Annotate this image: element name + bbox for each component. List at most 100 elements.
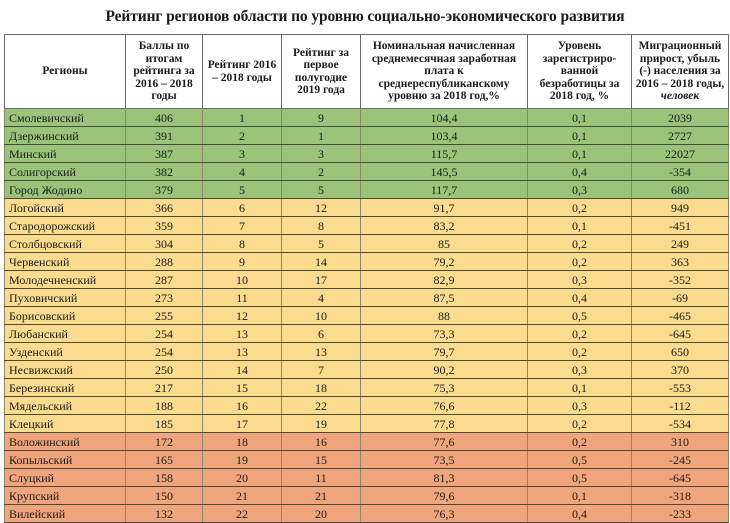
cell-unemployment: 0,3 bbox=[527, 180, 632, 199]
cell-region: Пуховичский bbox=[4, 288, 126, 307]
cell-salary: 76,6 bbox=[360, 396, 528, 415]
cell-rank-h1-2019: 15 bbox=[281, 450, 361, 469]
cell-unemployment: 0,1 bbox=[527, 108, 632, 127]
cell-region: Минский bbox=[4, 144, 126, 163]
cell-rank-h1-2019: 21 bbox=[281, 486, 361, 505]
cell-score: 150 bbox=[125, 486, 203, 505]
table-row: Пуховичский 273 11 4 87,5 0,4 -69 bbox=[4, 288, 729, 307]
cell-region: Столбцовский bbox=[4, 234, 126, 253]
cell-rank-h1-2019: 14 bbox=[281, 252, 361, 271]
cell-rank-h1-2019: 22 bbox=[281, 396, 361, 415]
cell-migration: 2727 bbox=[631, 126, 729, 145]
cell-rank-2016-2018: 19 bbox=[202, 450, 282, 469]
cell-rank-h1-2019: 17 bbox=[281, 270, 361, 289]
cell-rank-2016-2018: 18 bbox=[202, 432, 282, 451]
cell-migration: 650 bbox=[631, 342, 729, 361]
cell-score: 172 bbox=[125, 432, 203, 451]
cell-rank-h1-2019: 5 bbox=[281, 234, 361, 253]
table-row: Вилейский 132 22 20 76,3 0,4 -233 bbox=[4, 504, 729, 523]
cell-rank-2016-2018: 2 bbox=[202, 126, 282, 145]
cell-salary: 79,7 bbox=[360, 342, 528, 361]
cell-score: 391 bbox=[125, 126, 203, 145]
table-row: Слуцкий 158 20 11 81,3 0,5 -645 bbox=[4, 468, 729, 487]
column-header-rank-2016-2018: Рейтинг 2016 – 2018 годы bbox=[202, 34, 282, 109]
cell-rank-2016-2018: 1 bbox=[202, 108, 282, 127]
cell-rank-2016-2018: 3 bbox=[202, 144, 282, 163]
cell-unemployment: 0,1 bbox=[527, 378, 632, 397]
cell-migration: -233 bbox=[631, 504, 729, 523]
cell-migration: -112 bbox=[631, 396, 729, 415]
table-row: Борисовский 255 12 10 88 0,5 -465 bbox=[4, 306, 729, 325]
cell-region: Червенский bbox=[4, 252, 126, 271]
table-row: Солигорский 382 4 2 145,5 0,4 -354 bbox=[4, 162, 729, 181]
cell-score: 379 bbox=[125, 180, 203, 199]
cell-rank-2016-2018: 13 bbox=[202, 342, 282, 361]
cell-score: 359 bbox=[125, 216, 203, 235]
cell-unemployment: 0,5 bbox=[527, 306, 632, 325]
cell-rank-h1-2019: 7 bbox=[281, 360, 361, 379]
cell-rank-2016-2018: 20 bbox=[202, 468, 282, 487]
cell-rank-h1-2019: 6 bbox=[281, 324, 361, 343]
cell-salary: 77,8 bbox=[360, 414, 528, 433]
cell-unemployment: 0,1 bbox=[527, 144, 632, 163]
cell-salary: 91,7 bbox=[360, 198, 528, 217]
cell-score: 287 bbox=[125, 270, 203, 289]
cell-region: Крупский bbox=[4, 486, 126, 505]
cell-rank-2016-2018: 12 bbox=[202, 306, 282, 325]
cell-migration: 680 bbox=[631, 180, 729, 199]
cell-migration: -354 bbox=[631, 162, 729, 181]
cell-region: Копыльский bbox=[4, 450, 126, 469]
cell-salary: 75,3 bbox=[360, 378, 528, 397]
cell-score: 132 bbox=[125, 504, 203, 523]
cell-unemployment: 0,2 bbox=[527, 432, 632, 451]
cell-salary: 87,5 bbox=[360, 288, 528, 307]
cell-region: Узденский bbox=[4, 342, 126, 361]
cell-salary: 103,4 bbox=[360, 126, 528, 145]
cell-unemployment: 0,2 bbox=[527, 234, 632, 253]
cell-migration: -69 bbox=[631, 288, 729, 307]
ranking-table: Регионы Баллы по итогам рейтинга за 2016… bbox=[4, 34, 729, 523]
cell-salary: 117,7 bbox=[360, 180, 528, 199]
cell-migration: 249 bbox=[631, 234, 729, 253]
table-row: Воложинский 172 18 16 77,6 0,2 310 bbox=[4, 432, 729, 451]
cell-migration: 22027 bbox=[631, 144, 729, 163]
table-row: Молодечненский 287 10 17 82,9 0,3 -352 bbox=[4, 270, 729, 289]
cell-score: 366 bbox=[125, 198, 203, 217]
table-row: Минский 387 3 3 115,7 0,1 22027 bbox=[4, 144, 729, 163]
cell-score: 254 bbox=[125, 342, 203, 361]
cell-migration: -318 bbox=[631, 486, 729, 505]
cell-rank-h1-2019: 16 bbox=[281, 432, 361, 451]
cell-score: 217 bbox=[125, 378, 203, 397]
page-title: Рейтинг регионов области по уровню социа… bbox=[105, 8, 625, 25]
cell-unemployment: 0,3 bbox=[527, 360, 632, 379]
cell-rank-h1-2019: 8 bbox=[281, 216, 361, 235]
column-header-rank-h1-2019: Рейтинг за первое полугодие 2019 года bbox=[281, 34, 361, 109]
cell-score: 387 bbox=[125, 144, 203, 163]
cell-region: Любанский bbox=[4, 324, 126, 343]
cell-migration: -534 bbox=[631, 414, 729, 433]
cell-rank-h1-2019: 3 bbox=[281, 144, 361, 163]
cell-rank-h1-2019: 13 bbox=[281, 342, 361, 361]
table-row: Березинский 217 15 18 75,3 0,1 -553 bbox=[4, 378, 729, 397]
cell-rank-2016-2018: 5 bbox=[202, 180, 282, 199]
cell-region: Солигорский bbox=[4, 162, 126, 181]
cell-unemployment: 0,2 bbox=[527, 252, 632, 271]
cell-score: 304 bbox=[125, 234, 203, 253]
cell-salary: 73,3 bbox=[360, 324, 528, 343]
column-header-migration: Миграционный прирост, убыль (-) населени… bbox=[631, 34, 729, 109]
table-row: Несвижский 250 14 7 90,2 0,3 370 bbox=[4, 360, 729, 379]
cell-region: Смолевичский bbox=[4, 108, 126, 127]
table-row: Копыльский 165 19 15 73,5 0,5 -245 bbox=[4, 450, 729, 469]
cell-unemployment: 0,2 bbox=[527, 414, 632, 433]
cell-region: Березинский bbox=[4, 378, 126, 397]
cell-salary: 77,6 bbox=[360, 432, 528, 451]
table-row: Червенский 288 9 14 79,2 0,2 363 bbox=[4, 252, 729, 271]
cell-salary: 88 bbox=[360, 306, 528, 325]
cell-score: 255 bbox=[125, 306, 203, 325]
cell-region: Клецкий bbox=[4, 414, 126, 433]
table-row: Крупский 150 21 21 79,6 0,1 -318 bbox=[4, 486, 729, 505]
cell-salary: 79,2 bbox=[360, 252, 528, 271]
cell-region: Несвижский bbox=[4, 360, 126, 379]
cell-rank-2016-2018: 9 bbox=[202, 252, 282, 271]
cell-migration: -245 bbox=[631, 450, 729, 469]
